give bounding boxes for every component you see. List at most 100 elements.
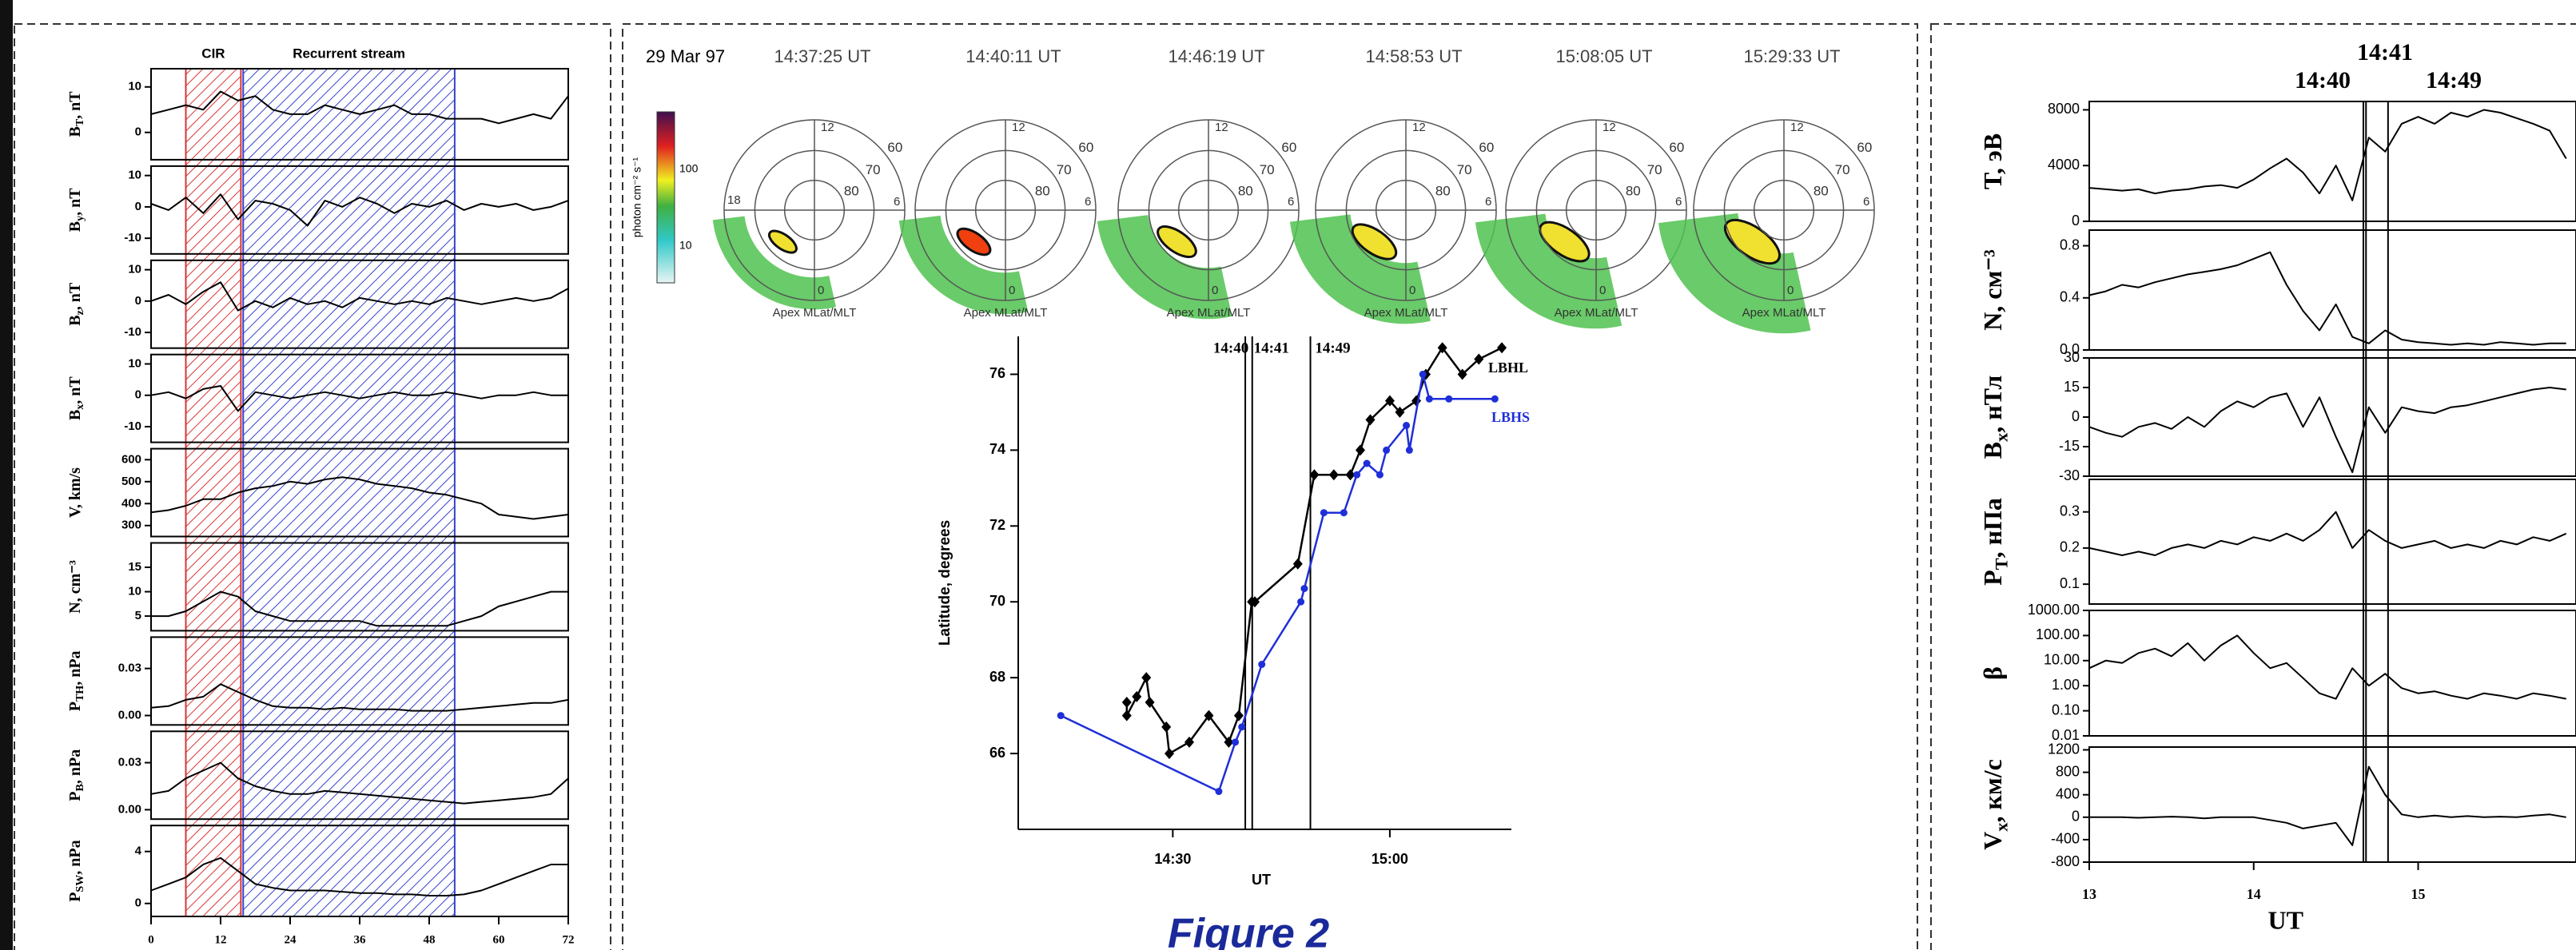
y-tick-label: 0.2 (2060, 539, 2080, 555)
marker-label: 14:41 (2357, 39, 2413, 66)
y-tick-label: -30 (2059, 467, 2080, 483)
mlt-label: 0 (818, 284, 824, 297)
point (1328, 469, 1339, 481)
data-line (151, 590, 568, 627)
marker-label: 14:49 (2426, 67, 2482, 93)
mlt-label: 6 (1863, 195, 1869, 209)
y-tick-label: 0.1 (2060, 575, 2080, 591)
y-axis-label: N, см⁻³ (1978, 249, 2007, 331)
y-tick-label: 500 (121, 475, 141, 488)
panel-border (1930, 23, 2576, 950)
point (1383, 446, 1391, 454)
point (1215, 788, 1223, 796)
y-tick-label: 8000 (2048, 101, 2080, 117)
ring-label: 70 (1457, 162, 1472, 177)
y-tick-label: 0.3 (2060, 503, 2080, 519)
label-unit: , см⁻³ (1978, 249, 2007, 312)
ring-label: 60 (1857, 140, 1872, 155)
y-tick-label: 30 (2064, 349, 2080, 365)
label-unit: , nT (66, 91, 84, 119)
colorbar-tick: 100 (679, 162, 699, 175)
point (1300, 585, 1308, 593)
mlt-label: 0 (1009, 284, 1015, 297)
region (185, 68, 242, 917)
point (1184, 736, 1194, 748)
y-tick-label: 1000.00 (2028, 602, 2080, 618)
y-tick-label: 0.8 (2060, 237, 2080, 252)
x-tick-label: 60 (493, 933, 505, 946)
panel-frame (150, 636, 569, 726)
ring-label: 70 (1260, 162, 1275, 177)
y-tick-label: 72 (989, 517, 1005, 533)
panel-border (14, 23, 611, 950)
y-axis-label: BT, nT (66, 91, 87, 137)
point (1384, 395, 1395, 407)
y-tick-label: 0 (2072, 408, 2080, 424)
x-tick-label: 14:30 (1154, 851, 1191, 867)
y-tick-label: 10 (128, 263, 141, 276)
mlt-label: 6 (1675, 195, 1682, 209)
point (1224, 736, 1234, 748)
point (1232, 738, 1240, 746)
auroral-band (712, 215, 836, 310)
point (1340, 509, 1348, 517)
image-date: 29 Mar 97 (646, 46, 725, 66)
y-tick-label: 10 (128, 80, 141, 93)
label-sub: x (74, 404, 86, 410)
label-main: N (66, 602, 84, 614)
panel-frame (2088, 610, 2576, 737)
y-axis-label: Bx, нТл (1978, 376, 2011, 459)
auroral-band (898, 214, 1029, 315)
marker-label: 14:40 (2295, 67, 2351, 93)
image-time: 14:37:25 UT (774, 46, 870, 66)
point (1258, 661, 1266, 669)
point (1403, 422, 1411, 430)
label-sub: x (1992, 432, 2012, 442)
label-unit: , nPa (66, 650, 84, 685)
mlt-label: 0 (1787, 284, 1794, 297)
label-unit: , nT (66, 188, 84, 216)
y-tick-label: 68 (989, 669, 1005, 685)
label-unit: , км/с (1978, 759, 2007, 822)
y-axis-label: PB, nPa (66, 749, 87, 801)
label-sub: TH (74, 686, 86, 702)
y-tick-label: 800 (2056, 763, 2080, 779)
panel-frame (150, 447, 569, 538)
y-tick-label: 0.00 (118, 708, 141, 721)
region-label: CIR (201, 46, 225, 61)
point (1320, 509, 1328, 517)
point (1292, 558, 1303, 570)
legend-label: LBHS (1491, 409, 1530, 425)
mlt-label: 6 (894, 195, 900, 209)
mlt-label: 12 (1412, 121, 1426, 134)
y-tick-label: 70 (989, 593, 1005, 609)
point (1238, 723, 1246, 731)
label-sub: x (1992, 822, 2012, 832)
x-axis-label: UT (2268, 905, 2303, 934)
label-unit: , нПа (1978, 498, 2007, 558)
label-main: B (66, 315, 84, 325)
auroral-band (1475, 213, 1622, 329)
label-main: B (66, 410, 84, 420)
colorbar-tick: 10 (679, 239, 692, 252)
y-tick-label: -15 (2059, 438, 2080, 454)
ring-label: 80 (1626, 184, 1641, 199)
y-tick-label: 0 (2072, 809, 2080, 825)
marker-label: 14:41 (1254, 340, 1289, 356)
y-tick-label: 0 (135, 125, 141, 139)
point (1395, 406, 1405, 418)
label-unit: , nPa (66, 749, 84, 784)
point (1457, 368, 1467, 380)
ring-label: 80 (1814, 184, 1829, 199)
x-tick-label: 24 (285, 933, 297, 946)
y-axis-label: PTH, nPa (66, 650, 87, 711)
ring-label: 60 (1479, 140, 1494, 155)
point (1165, 748, 1175, 760)
image-time: 15:08:05 UT (1555, 46, 1652, 66)
ring-label: 60 (887, 140, 902, 155)
label-unit: , cm⁻³ (66, 560, 84, 602)
label-sub: y (74, 216, 86, 221)
point (1405, 446, 1413, 454)
mlt-label: 0 (1212, 284, 1218, 297)
y-tick-label: 0.10 (2052, 702, 2080, 717)
